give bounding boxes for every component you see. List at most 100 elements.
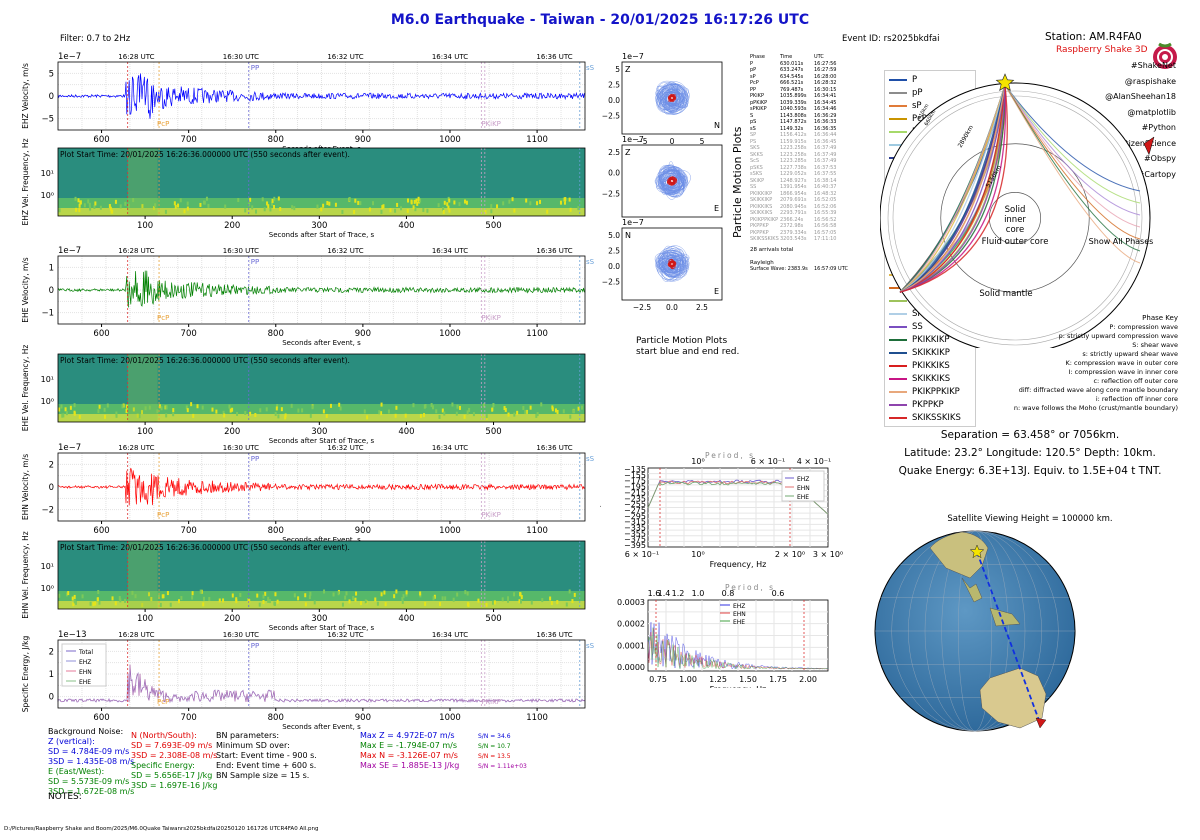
spectrogram-speck bbox=[200, 589, 203, 594]
x-axis-label: Seconds after Start of Trace, s bbox=[269, 437, 375, 445]
x-axis-label: Seconds after Start of Trace, s bbox=[269, 624, 375, 632]
phase-legend-item: pP bbox=[889, 86, 971, 99]
spectrogram-speck bbox=[156, 409, 159, 414]
arrival-cell: 16:34:41 bbox=[814, 93, 837, 99]
period-label: Period, s bbox=[725, 583, 775, 592]
motion-loop bbox=[660, 254, 687, 272]
spectrogram-speck bbox=[127, 203, 130, 208]
spectrogram-speck bbox=[304, 602, 307, 607]
spectrogram-speck bbox=[380, 402, 383, 407]
y-tick-label: −235 bbox=[624, 494, 646, 503]
x-axis-label: Frequency, Hz bbox=[710, 685, 767, 688]
arrival-cell: ScS bbox=[750, 158, 760, 164]
legend-label: EHN bbox=[733, 611, 746, 618]
spectrogram-speck bbox=[348, 599, 351, 604]
utc-tick-label: 16:34 UTC bbox=[432, 631, 468, 639]
spectrogram-speck bbox=[269, 207, 272, 212]
motion-end bbox=[669, 260, 675, 268]
spectrogram-speck bbox=[144, 406, 147, 411]
motion-loop bbox=[656, 169, 691, 194]
arrival-cell: 16:52:06 bbox=[814, 203, 837, 210]
spectrogram-speck bbox=[291, 205, 294, 210]
x-tick-label: 1100 bbox=[526, 329, 548, 339]
spectrogram-speck bbox=[108, 204, 111, 209]
x-tick-label: 600 bbox=[93, 526, 109, 536]
spectrogram-speck bbox=[569, 414, 572, 419]
spectrogram-speck bbox=[451, 402, 454, 407]
motion-loop bbox=[664, 84, 680, 113]
x-axis-label: Frequency, Hz bbox=[710, 560, 767, 569]
phase-key-line: s: strictly upward shear wave bbox=[1082, 350, 1178, 358]
spectrogram-speck bbox=[524, 410, 527, 415]
arrival-cell: 634.545s bbox=[780, 73, 804, 80]
spectrogram-low-band bbox=[58, 208, 585, 216]
fft-chart: 0.0003 0.0002 0.0001 0.0000 FFT 0.75 1.00 1.25 1… bbox=[600, 583, 829, 688]
spectrogram-speck bbox=[477, 598, 480, 603]
noise-line: 3SD = 2.308E-08 m/s bbox=[131, 751, 218, 760]
y-exponent: 1e−7 bbox=[622, 52, 644, 61]
y-tick-label: −2.5 bbox=[602, 278, 620, 287]
y-tick-label: −295 bbox=[624, 512, 646, 521]
y-tick-label: −195 bbox=[624, 483, 646, 492]
noise-line: E (East/West): bbox=[48, 767, 105, 776]
spectrogram-speck bbox=[380, 209, 383, 214]
spectrogram-speck bbox=[337, 591, 340, 596]
spectrogram-speck bbox=[387, 409, 390, 414]
phase-key-line: n: wave follows the Moho (crust/mantle b… bbox=[1013, 404, 1178, 412]
arrival-cell: 1248.927s bbox=[780, 177, 807, 184]
spectrogram-speck bbox=[357, 200, 360, 205]
phase-legend-item: P bbox=[889, 73, 971, 86]
arrival-row: SKIKKIKS 2293.791s 16:55:39 bbox=[750, 210, 860, 217]
legend-label: PKIKPPKIKP bbox=[912, 386, 960, 397]
spectrogram-speck bbox=[158, 404, 161, 409]
hashtag-2: @AlanSheehan18 bbox=[1105, 92, 1176, 101]
spectrogram-speck bbox=[159, 602, 162, 607]
arrival-row: SKIKKIKP 2079.691s 16:52:05 bbox=[750, 197, 860, 204]
outer-core-label: Fluid outer core bbox=[982, 237, 1049, 247]
x-tick-label: 600 bbox=[93, 713, 109, 723]
arrival-cell: pP bbox=[750, 67, 757, 73]
legend-label: EHN bbox=[79, 669, 92, 676]
spectrogram-speck bbox=[401, 597, 404, 602]
noise-col-3: BN parameters: Minimum SD over: Start: Eve… bbox=[216, 731, 317, 781]
spectrogram-speck bbox=[186, 201, 189, 206]
y-tick-label: 0 bbox=[49, 693, 54, 703]
noise-line: S/N = 1.11e+03 bbox=[478, 763, 527, 770]
x-tick-label: 5 bbox=[700, 137, 705, 146]
arrival-cell: 16:52:05 bbox=[814, 197, 837, 203]
motion-loop bbox=[665, 256, 679, 271]
arrival-cell: Time bbox=[780, 54, 793, 60]
spectrogram-speck bbox=[381, 205, 384, 210]
spectrogram-speck bbox=[138, 414, 141, 419]
y-tick-label: 0.0001 bbox=[617, 641, 645, 650]
y-exponent: 1e−7 bbox=[58, 52, 81, 62]
arrival-cell: 1143.808s bbox=[780, 112, 807, 119]
arrival-cell: 16:37:49 bbox=[814, 145, 837, 151]
spectrogram-speck bbox=[437, 203, 440, 208]
ray-path bbox=[1004, 84, 1141, 240]
spectrogram-speck bbox=[453, 200, 456, 205]
spectrogram-speck bbox=[199, 589, 202, 594]
legend-label: PKIKKIKP bbox=[912, 334, 950, 345]
spectrogram-speck bbox=[519, 599, 522, 604]
x-tick-label: 1000 bbox=[439, 135, 461, 145]
y-tick-label: −355 bbox=[624, 529, 646, 538]
noise-line: Specific Energy: bbox=[131, 761, 195, 770]
spectrogram-speck bbox=[309, 591, 312, 596]
spectrogram-speck bbox=[380, 411, 383, 416]
inner-core-label: inner bbox=[1004, 215, 1026, 225]
spectrogram-speck bbox=[383, 590, 386, 595]
spectrogram-speck bbox=[394, 208, 397, 213]
station-marker-icon bbox=[1035, 717, 1047, 729]
boundary-410 bbox=[887, 90, 1143, 346]
spectrogram-speck bbox=[441, 408, 444, 413]
x-tick-label: 10⁰ bbox=[691, 550, 704, 559]
legend-label: EHZ bbox=[797, 476, 809, 483]
y-tick-label: 0.0 bbox=[608, 262, 620, 271]
surface-wave-row: Surface Wave: 2383.9s 16:57:09 UTC bbox=[750, 266, 860, 273]
phase-key-line: K: compression wave in outer core bbox=[1065, 359, 1178, 367]
spectrogram-speck bbox=[114, 199, 117, 204]
spectrogram-speck bbox=[496, 204, 499, 209]
noise-line: SD = 7.693E-09 m/s bbox=[131, 741, 213, 750]
y-axis-label: FFT bbox=[600, 629, 602, 642]
